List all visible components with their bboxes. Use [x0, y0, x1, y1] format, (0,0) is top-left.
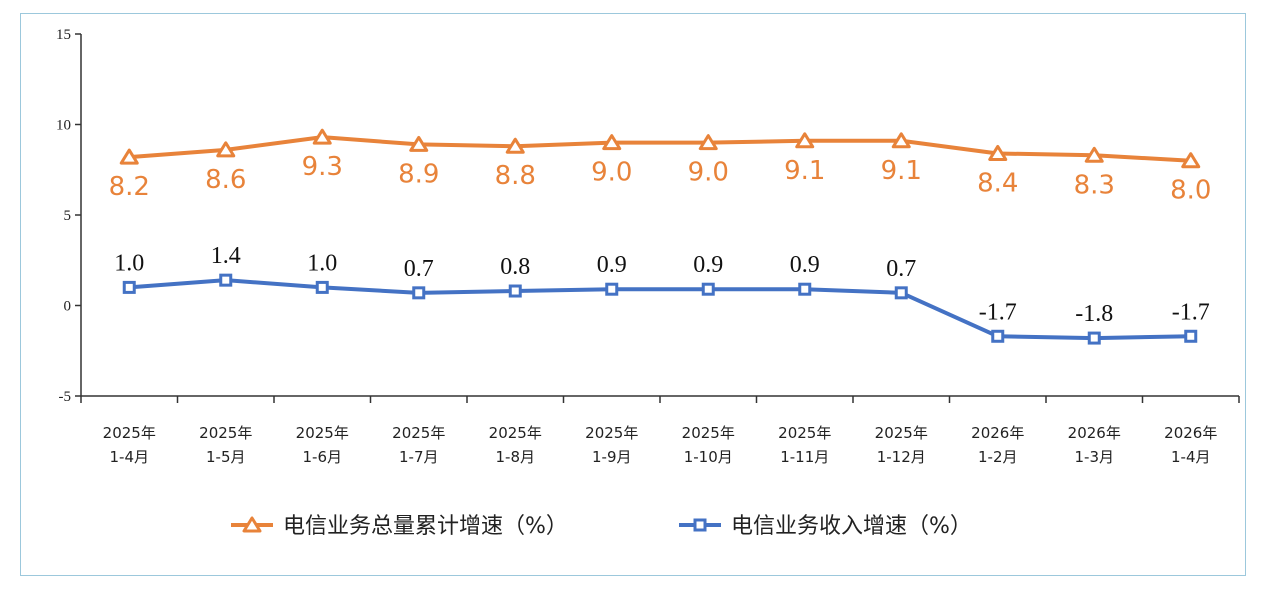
x-tick-label-period: 1-12月 [877, 448, 926, 466]
square-marker [219, 273, 233, 287]
square-marker [894, 286, 908, 300]
y-tick-label: -5 [59, 389, 72, 405]
triangle-marker [312, 128, 332, 145]
legend-triangle-icon [242, 516, 262, 533]
data-label: 0.9 [693, 252, 723, 278]
triangle-marker [795, 132, 815, 149]
x-tick-label-period: 1-7月 [399, 448, 439, 466]
square-marker [605, 282, 619, 296]
data-label: 8.6 [205, 165, 246, 195]
legend-item-1: 电信业务总量累计增速（%） [231, 514, 568, 539]
data-label: 0.9 [597, 252, 627, 278]
x-tick-label-year: 2026年 [1164, 424, 1217, 442]
legend-label: 电信业务总量累计增速（%） [283, 514, 568, 539]
x-tick-label-year: 2025年 [682, 424, 735, 442]
legend-label: 电信业务收入增速（%） [731, 514, 972, 539]
data-label: 8.2 [109, 172, 150, 202]
y-tick-label: 5 [64, 208, 72, 224]
x-tick-label-period: 1-10月 [684, 448, 733, 466]
line-chart: 15 10 5 0 -5 2025年 1-4月 2025年 1-5月 2025年 1-6月 2025年… [56, 27, 1240, 539]
triangle-marker [119, 148, 139, 165]
series-1: 8.2 8.6 9.3 8.9 8.8 9.0 9.0 9.1 9.1 8.4 8.3 8.0 [109, 128, 1211, 206]
square-marker [701, 282, 715, 296]
triangle-marker [409, 135, 429, 152]
x-tick-label-period: 1-8月 [496, 448, 536, 466]
data-label: 0.7 [886, 256, 916, 282]
triangle-marker [216, 141, 236, 158]
triangle-marker [891, 132, 911, 149]
data-label: -1.7 [979, 299, 1017, 325]
y-tick-label: 10 [56, 118, 71, 134]
data-label: 8.0 [1170, 176, 1211, 206]
x-tick-label-period: 1-2月 [978, 448, 1018, 466]
data-label: 0.8 [500, 254, 530, 280]
x-tick-label-year: 2025年 [489, 424, 542, 442]
series-line [129, 278, 1191, 341]
square-marker [315, 280, 329, 294]
x-tick-label-year: 2025年 [296, 424, 349, 442]
square-marker [122, 280, 136, 294]
x-tick-label-year: 2025年 [585, 424, 638, 442]
x-tick-label-period: 1-4月 [1171, 448, 1211, 466]
triangle-marker [1181, 152, 1201, 169]
data-label: 1.0 [307, 250, 337, 276]
data-label: 8.3 [1074, 170, 1115, 200]
triangle-marker [1084, 146, 1104, 163]
data-label: -1.7 [1172, 299, 1210, 325]
chart-legend: 电信业务总量累计增速（%） 电信业务收入增速（%） [231, 514, 972, 539]
x-tick-label-period: 1-4月 [110, 448, 150, 466]
square-marker [798, 282, 812, 296]
x-tick-label-period: 1-5月 [206, 448, 246, 466]
square-marker [412, 286, 426, 300]
legend-square-icon [693, 518, 707, 532]
square-marker [1087, 331, 1101, 345]
x-tick-label-year: 2025年 [875, 424, 928, 442]
triangle-marker [602, 134, 622, 151]
triangle-marker [505, 137, 525, 154]
x-tick-label-period: 1-6月 [303, 448, 343, 466]
data-label: 8.9 [398, 159, 439, 189]
legend-item-2: 电信业务收入增速（%） [679, 514, 972, 539]
x-tick-label-year: 2025年 [199, 424, 252, 442]
y-tick-label: 0 [64, 299, 72, 315]
x-tick-label-year: 2026年 [1068, 424, 1121, 442]
data-label: 1.0 [114, 250, 144, 276]
square-marker [991, 329, 1005, 343]
x-tick-label-period: 1-11月 [780, 448, 829, 466]
data-label: 0.9 [790, 252, 820, 278]
series-layer: 8.2 8.6 9.3 8.9 8.8 9.0 9.0 9.1 9.1 8.4 8.3 8.01.0 1… [109, 128, 1211, 345]
square-marker [508, 284, 522, 298]
data-label: 8.8 [495, 161, 536, 191]
data-label: 0.7 [404, 256, 434, 282]
chart-frame: 15 10 5 0 -5 2025年 1-4月 2025年 1-5月 2025年 1-6月 2025年… [20, 13, 1246, 576]
data-label: 9.3 [302, 152, 343, 182]
x-tick-label-year: 2025年 [778, 424, 831, 442]
x-tick-label-period: 1-3月 [1075, 448, 1115, 466]
data-label: 1.4 [211, 243, 241, 269]
x-tick-label-year: 2025年 [392, 424, 445, 442]
triangle-marker [698, 134, 718, 151]
data-label: 9.1 [784, 156, 825, 186]
x-tick-label-year: 2025年 [103, 424, 156, 442]
data-label: -1.8 [1075, 301, 1113, 327]
x-tick-label-year: 2026年 [971, 424, 1024, 442]
series-2: 1.0 1.4 1.0 0.7 0.8 0.9 0.9 0.9 0.7 -1.7 -1.8 -1.7 [114, 243, 1210, 345]
data-label: 9.1 [881, 156, 922, 186]
square-marker [1184, 329, 1198, 343]
data-label: 9.0 [688, 158, 729, 188]
series-line [129, 135, 1191, 163]
triangle-marker [988, 144, 1008, 161]
chart-axes: 15 10 5 0 -5 2025年 1-4月 2025年 1-5月 2025年 1-6月 2025年… [56, 27, 1240, 466]
y-tick-label: 15 [56, 27, 71, 43]
data-label: 8.4 [977, 168, 1018, 198]
data-label: 9.0 [591, 158, 632, 188]
x-tick-label-period: 1-9月 [592, 448, 632, 466]
